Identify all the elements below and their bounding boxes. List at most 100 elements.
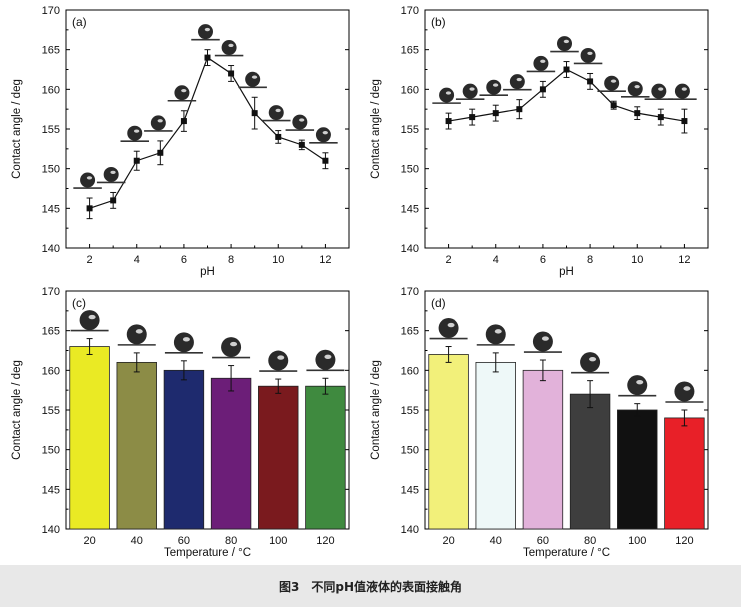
y-axis-label: Contact angle / deg	[11, 360, 23, 460]
droplet-icon-highlight	[230, 341, 238, 347]
panel-a: 140 145 150 155 160 165 170 Contact angle / deg…	[11, 5, 350, 278]
bar	[475, 361, 516, 530]
series-line	[89, 56, 326, 209]
panel-d: 140 145 150 155 160 165 170 Contact angle / deg…	[370, 286, 709, 559]
bar	[664, 417, 705, 530]
droplet-icon-drop	[315, 127, 331, 143]
droplet-icon-drop	[651, 83, 667, 99]
x-tick-label: 8	[587, 254, 593, 266]
droplet-icon-highlight	[516, 77, 522, 82]
bar	[163, 369, 205, 530]
droplet-icon-highlight	[683, 386, 691, 391]
droplet-icon-drop	[438, 318, 459, 339]
droplet-icon-drop	[245, 71, 261, 87]
droplet-icon-drop	[604, 75, 620, 91]
x-tick-label: 40	[131, 535, 143, 547]
data-point	[180, 118, 187, 125]
droplet-icon-highlight	[322, 131, 328, 135]
droplet-icon-drop	[439, 87, 455, 103]
y-tick-label: 155	[401, 405, 419, 417]
bar	[69, 346, 110, 530]
droplet-icon-drop	[580, 352, 601, 373]
data-point	[204, 54, 211, 61]
panel-label: (d)	[431, 296, 446, 310]
droplet-icon-highlight	[587, 51, 593, 55]
x-tick-label: 80	[225, 535, 237, 547]
droplet-icon-drop	[268, 105, 284, 121]
data-point	[251, 110, 258, 117]
droplet-icon-drop	[268, 350, 289, 371]
caption-bar: 图3 不同pH值液体的表面接触角	[0, 565, 741, 607]
x-tick-label: 60	[178, 535, 190, 547]
droplet-icon-drop	[509, 74, 525, 90]
droplet-icon-highlight	[157, 119, 163, 123]
chart-figure: 140 145 150 155 160 165 170 Contact angle / deg…	[11, 5, 709, 559]
y-tick-label: 165	[42, 326, 60, 338]
x-tick-label: 20	[83, 535, 95, 547]
y-tick-label: 160	[401, 84, 419, 96]
x-tick-label: 2	[87, 254, 93, 266]
y-tick-label: 170	[401, 5, 419, 17]
data-point	[86, 205, 93, 212]
droplet-icon-drop	[79, 310, 100, 331]
data-point	[657, 114, 664, 121]
y-tick-label: 140	[401, 524, 419, 536]
droplet-icon-highlight	[540, 59, 546, 63]
data-point	[516, 106, 523, 113]
droplet-icon-highlight	[563, 39, 569, 44]
data-point	[563, 66, 570, 73]
droplet-icon-drop	[532, 331, 553, 352]
droplet-icon-highlight	[469, 87, 475, 91]
bar	[210, 377, 252, 530]
panel-label: (b)	[431, 15, 446, 29]
droplet-icon-highlight	[681, 87, 687, 91]
x-tick-label: 20	[442, 535, 454, 547]
y-tick-label: 145	[42, 484, 60, 496]
droplet-icon-highlight	[86, 176, 93, 180]
x-tick-label: 6	[540, 254, 546, 266]
droplet-icon-drop	[80, 172, 96, 188]
x-tick-label: 10	[272, 254, 284, 266]
data-point	[228, 70, 235, 77]
droplet-icon-highlight	[494, 329, 502, 334]
droplet-icon-highlight	[447, 322, 455, 328]
droplet-icon-drop	[674, 83, 690, 99]
x-tick-label: 8	[228, 254, 234, 266]
droplet-icon-highlight	[299, 118, 305, 122]
data-point	[539, 86, 546, 93]
droplet-icon-drop	[126, 324, 147, 345]
plot-frame-a	[65, 9, 350, 249]
droplet-icon-highlight	[181, 88, 187, 93]
droplet-icon-highlight	[493, 83, 499, 87]
droplet-icon-drop	[533, 55, 549, 71]
bar	[305, 385, 346, 530]
droplet-icon-drop	[127, 125, 143, 141]
data-point	[492, 110, 499, 117]
x-tick-label: 10	[631, 254, 643, 266]
panel-c: 140 145 150 155 160 165 170 Contact angle / deg…	[11, 286, 350, 559]
x-tick-label: 4	[493, 254, 499, 266]
droplet-icon-drop	[627, 375, 648, 396]
y-tick-label: 160	[42, 365, 60, 377]
y-tick-label: 150	[42, 164, 60, 176]
droplet-icon-highlight	[658, 87, 664, 91]
data-point	[445, 118, 452, 125]
droplet-icon-drop	[557, 36, 572, 52]
droplet-icon-highlight	[541, 336, 549, 341]
data-point	[275, 133, 282, 140]
droplet-icon-drop	[486, 79, 502, 95]
y-tick-label: 170	[401, 286, 419, 298]
droplet-icon-drop	[150, 115, 166, 131]
droplet-icon-highlight	[251, 75, 258, 79]
y-tick-label: 140	[401, 243, 419, 255]
y-tick-label: 170	[42, 286, 60, 298]
droplet-icon-highlight	[204, 27, 210, 32]
droplet-icon-drop	[315, 349, 336, 370]
x-tick-label: 100	[628, 535, 646, 547]
y-tick-label: 155	[42, 124, 60, 136]
droplet-icon-highlight	[182, 337, 190, 342]
droplet-icon-drop	[221, 40, 237, 56]
x-tick-label: 60	[537, 535, 549, 547]
droplet-icon-drop	[580, 47, 596, 63]
data-point	[587, 78, 594, 85]
